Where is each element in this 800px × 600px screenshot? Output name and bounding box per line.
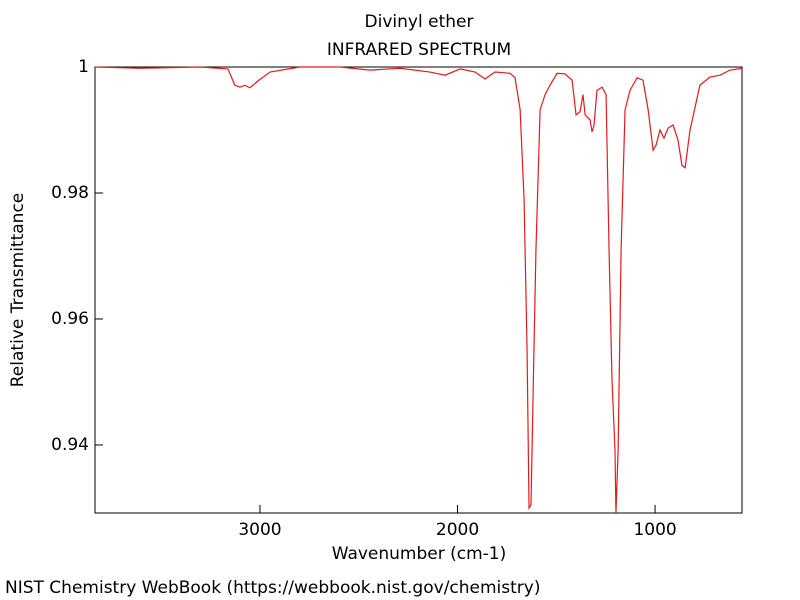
footer: NIST Chemistry WebBook (https://webbook.… — [5, 578, 540, 598]
x-tick-label: 2000 — [436, 520, 479, 540]
x-tick-label: 3000 — [238, 520, 281, 540]
y-tick-label: 0.96 — [51, 309, 89, 329]
y-tick-label: 1 — [78, 57, 89, 77]
x-axis-label: Wavenumber (cm-1) — [332, 544, 507, 564]
chart-subtitle: INFRARED SPECTRUM — [327, 40, 511, 60]
chart-title: Divinyl ether — [365, 12, 474, 32]
y-tick-label: 0.94 — [51, 435, 89, 455]
plot-frame — [94, 66, 743, 514]
y-tick-label: 0.98 — [51, 183, 89, 203]
y-axis-label: Relative Transmittance — [8, 193, 28, 388]
spectrum-line — [94, 66, 743, 514]
x-tick-label: 1000 — [633, 520, 676, 540]
